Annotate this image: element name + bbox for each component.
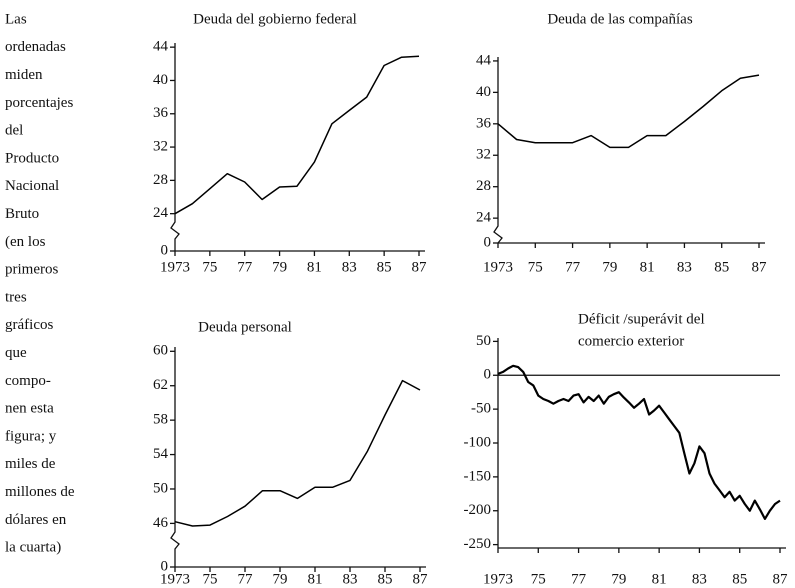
x-tick-label: 81 <box>307 259 322 275</box>
y-tick-label: 50 <box>476 333 491 349</box>
note-line: Bruto <box>5 206 39 222</box>
y-tick-label: 32 <box>153 139 168 155</box>
note-line: (en los <box>5 234 46 250</box>
y-tick-label: 28 <box>476 178 491 194</box>
x-tick-label: 85 <box>378 571 393 587</box>
data-line <box>497 364 781 520</box>
note-line: primeros <box>5 262 58 278</box>
y-axis <box>170 43 180 251</box>
note-line: dólares en <box>5 512 67 528</box>
x-tick-label: 1973 <box>483 259 513 275</box>
data-line <box>174 379 421 527</box>
x-tick-label: 83 <box>677 259 692 275</box>
note-line: porcentajes <box>5 95 73 111</box>
x-tick-label: 81 <box>640 259 655 275</box>
x-tick-label: 77 <box>238 571 254 587</box>
data-line <box>497 74 760 149</box>
y-tick-label: 40 <box>476 84 491 100</box>
x-tick-label: 85 <box>714 259 729 275</box>
y-tick-label: 36 <box>476 115 492 131</box>
x-tick-label: 87 <box>412 259 428 275</box>
x-tick-label: 75 <box>202 259 217 275</box>
y-tick-label: 0 <box>161 242 169 258</box>
chart-title: comercio exterior <box>578 333 684 349</box>
note-line: gráficos <box>5 317 53 333</box>
x-tick-label: 79 <box>272 259 287 275</box>
x-tick-label: 79 <box>273 571 288 587</box>
note-line: miden <box>5 67 43 83</box>
chart-title: Déficit /superávit del <box>578 311 705 327</box>
x-tick-label: 81 <box>308 571 323 587</box>
x-tick-label: 87 <box>413 571 429 587</box>
note-line: Las <box>5 11 27 27</box>
y-tick-label: 60 <box>153 343 168 359</box>
y-tick-label: -50 <box>471 401 491 417</box>
x-tick-label: 1973 <box>483 571 513 587</box>
note-line: que <box>5 345 27 361</box>
x-tick-label: 79 <box>611 571 626 587</box>
x-tick-label: 77 <box>237 259 253 275</box>
x-tick-label: 75 <box>531 571 546 587</box>
data-line <box>174 55 420 215</box>
note-line: figura; y <box>5 428 57 444</box>
chart-title: Deuda del gobierno federal <box>193 11 357 27</box>
y-tick-label: 50 <box>153 480 168 496</box>
y-tick-label: 24 <box>153 205 169 221</box>
x-tick-label: 85 <box>732 571 747 587</box>
y-tick-label: 0 <box>161 558 169 574</box>
note-line: del <box>5 123 23 139</box>
note-line: ordenadas <box>5 39 66 55</box>
chart-title: Deuda personal <box>198 319 292 335</box>
y-axis <box>493 57 503 244</box>
y-tick-label: 62 <box>153 377 168 393</box>
note-line: tres <box>5 289 27 305</box>
note-line: nen esta <box>5 401 54 417</box>
y-tick-label: 0 <box>484 234 492 250</box>
y-tick-label: 44 <box>153 39 169 55</box>
y-tick-label: -200 <box>464 502 492 518</box>
x-tick-label: 77 <box>565 259 581 275</box>
y-tick-label: 44 <box>476 52 492 68</box>
x-tick-label: 87 <box>752 259 768 275</box>
y-tick-label: 28 <box>153 172 168 188</box>
x-tick-label: 79 <box>602 259 617 275</box>
note-line: Producto <box>5 150 59 166</box>
y-tick-label: 32 <box>476 147 491 163</box>
y-tick-label: 0 <box>484 367 492 383</box>
y-tick-label: -100 <box>464 434 492 450</box>
x-tick-label: 83 <box>343 571 358 587</box>
x-tick-label: 75 <box>203 571 218 587</box>
x-tick-label: 1973 <box>160 571 190 587</box>
x-tick-label: 1973 <box>160 259 190 275</box>
note-line: millones de <box>5 484 75 500</box>
y-tick-label: 46 <box>153 515 169 531</box>
y-tick-label: 40 <box>153 72 168 88</box>
x-tick-label: 77 <box>571 571 587 587</box>
y-tick-label: 24 <box>476 210 492 226</box>
y-tick-label: 58 <box>153 412 168 428</box>
note-line: compo- <box>5 373 51 389</box>
y-tick-label: 54 <box>153 446 169 462</box>
x-tick-label: 87 <box>773 571 789 587</box>
y-tick-label: -150 <box>464 468 492 484</box>
x-tick-label: 75 <box>528 259 543 275</box>
note-line: la cuarta) <box>5 540 61 556</box>
y-tick-label: 36 <box>153 105 169 121</box>
x-tick-label: 81 <box>652 571 667 587</box>
chart-title: Deuda de las compañías <box>547 11 693 27</box>
note-line: Nacional <box>5 178 59 194</box>
x-tick-label: 85 <box>377 259 392 275</box>
note-line: miles de <box>5 456 56 472</box>
y-axis <box>170 347 180 567</box>
y-tick-label: -250 <box>464 536 492 552</box>
x-tick-label: 83 <box>342 259 357 275</box>
x-tick-label: 83 <box>692 571 707 587</box>
